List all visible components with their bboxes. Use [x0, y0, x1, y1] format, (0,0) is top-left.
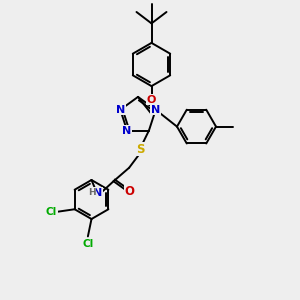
Text: N: N — [151, 105, 160, 115]
Text: Cl: Cl — [46, 207, 57, 217]
Text: H: H — [88, 188, 95, 197]
Text: N: N — [116, 105, 125, 115]
Text: O: O — [147, 94, 156, 105]
Text: Cl: Cl — [82, 238, 94, 249]
Text: S: S — [136, 142, 145, 156]
Text: N: N — [122, 125, 132, 136]
Text: N: N — [93, 188, 102, 198]
Text: O: O — [125, 185, 135, 198]
